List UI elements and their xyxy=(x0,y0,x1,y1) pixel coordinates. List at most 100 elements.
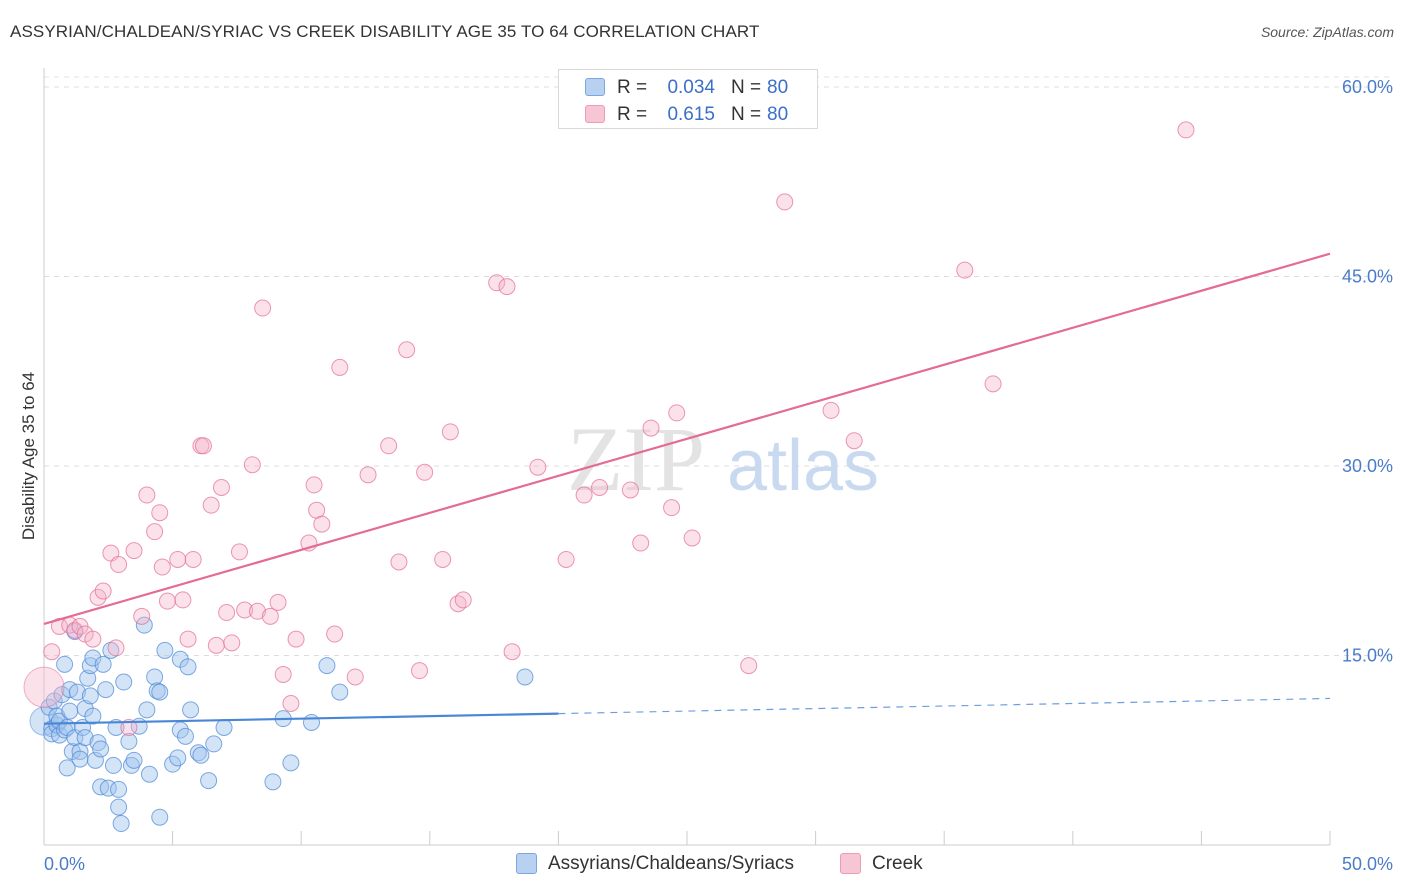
data-point xyxy=(86,751,104,769)
data-point xyxy=(61,702,79,720)
data-point xyxy=(205,735,223,753)
data-point xyxy=(287,630,305,648)
data-point xyxy=(845,432,863,450)
data-point xyxy=(110,556,128,574)
y-tick-label: 15.0% xyxy=(1342,645,1393,665)
trend-lines xyxy=(43,252,1331,725)
correlation-legend: R = 0.034 N = 80 R = 0.615 N = 80 xyxy=(558,69,818,129)
data-point xyxy=(313,515,331,533)
data-point xyxy=(115,673,133,691)
data-point xyxy=(398,341,416,359)
data-point xyxy=(184,550,202,568)
data-point xyxy=(107,639,125,657)
bottom-legend-swatch-creek xyxy=(840,853,861,874)
data-point xyxy=(984,375,1002,393)
data-point xyxy=(282,694,300,712)
data-point xyxy=(230,543,248,561)
data-point xyxy=(411,662,429,680)
data-point xyxy=(822,401,840,419)
data-point xyxy=(416,463,434,481)
gridlines xyxy=(44,76,1394,656)
data-point xyxy=(305,476,323,494)
source-label: Source: ZipAtlas.com xyxy=(1260,24,1394,40)
data-point xyxy=(390,553,408,571)
data-point xyxy=(956,261,974,279)
data-point xyxy=(434,550,452,568)
data-point xyxy=(575,486,593,504)
data-point xyxy=(179,630,197,648)
data-point xyxy=(174,591,192,609)
data-point xyxy=(274,665,292,683)
data-point xyxy=(94,655,112,673)
data-point xyxy=(261,607,279,625)
x-tick-label-min: 0.0% xyxy=(44,854,85,874)
data-point xyxy=(207,636,225,654)
axis-labels: 15.0% 30.0% 45.0% 60.0% 0.0% 50.0% Disability … xyxy=(19,77,1393,874)
data-point xyxy=(92,740,110,758)
data-point xyxy=(326,625,344,643)
data-point xyxy=(81,687,99,705)
data-point xyxy=(621,481,639,499)
data-point xyxy=(97,681,115,699)
y-tick-label: 30.0% xyxy=(1342,456,1393,476)
data-point xyxy=(43,643,61,661)
data-point xyxy=(189,744,207,762)
x-tick-label-max: 50.0% xyxy=(1342,854,1393,874)
data-point xyxy=(84,630,102,648)
legend-swatch-assyrian xyxy=(585,78,605,96)
data-point xyxy=(156,641,174,659)
trend-line-extension xyxy=(558,697,1331,715)
data-point xyxy=(248,602,266,620)
data-point xyxy=(146,668,164,686)
data-point xyxy=(94,582,112,600)
data-point xyxy=(498,278,516,296)
data-point xyxy=(125,751,143,769)
data-point xyxy=(282,754,300,772)
data-point xyxy=(202,496,220,514)
data-point xyxy=(169,550,187,568)
bubble-point xyxy=(23,666,65,708)
trend-line-assyrian xyxy=(43,712,559,725)
data-point xyxy=(663,499,681,517)
data-point xyxy=(71,750,89,768)
data-point xyxy=(668,404,686,422)
data-point xyxy=(331,358,349,376)
data-point xyxy=(153,558,171,576)
data-point xyxy=(151,504,169,522)
data-point xyxy=(79,669,97,687)
data-point xyxy=(503,643,521,661)
data-point xyxy=(120,732,138,750)
data-point xyxy=(179,658,197,676)
data-point xyxy=(125,542,143,560)
data-point xyxy=(218,604,236,622)
data-point xyxy=(516,668,534,686)
data-point xyxy=(84,649,102,667)
data-point xyxy=(318,657,336,675)
data-point xyxy=(169,749,187,767)
data-point xyxy=(104,756,122,774)
data-point xyxy=(151,683,169,701)
data-point xyxy=(151,808,169,826)
legend-n-value: 80 xyxy=(767,77,789,98)
data-point xyxy=(107,719,125,737)
data-point xyxy=(683,529,701,547)
data-point xyxy=(194,437,212,455)
data-point xyxy=(58,759,76,777)
data-point xyxy=(1177,121,1195,139)
axes xyxy=(43,68,1331,846)
data-point xyxy=(642,419,660,437)
data-point xyxy=(269,593,287,611)
data-point xyxy=(140,765,158,783)
watermark: ZIP atlas xyxy=(567,408,879,510)
legend-r-value: 0.034 xyxy=(667,77,715,98)
data-point xyxy=(146,523,164,541)
legend-r-label: R = xyxy=(617,77,648,98)
data-point xyxy=(56,655,74,673)
data-point xyxy=(488,274,506,292)
data-point xyxy=(200,772,218,790)
data-point xyxy=(776,193,794,211)
data-point xyxy=(215,719,233,737)
data-point xyxy=(138,701,156,719)
legend-r-label: R = xyxy=(617,104,648,125)
y-tick-label: 45.0% xyxy=(1342,266,1393,286)
